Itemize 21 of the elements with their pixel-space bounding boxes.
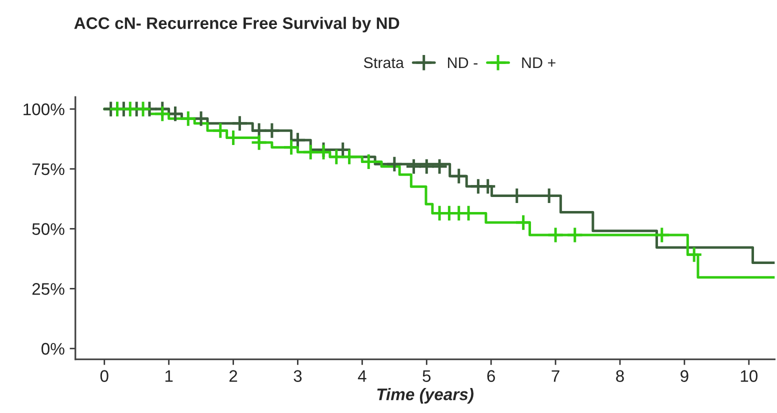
x-tick-label: 9 bbox=[680, 370, 688, 382]
legend-title: Strata bbox=[364, 57, 404, 68]
legend-label: ND + bbox=[522, 57, 556, 68]
x-tick-label: 4 bbox=[358, 370, 366, 382]
x-axis-title: Time (years) bbox=[377, 388, 474, 404]
x-tick-label: 2 bbox=[229, 370, 238, 382]
x-tick-label: 1 bbox=[165, 370, 173, 382]
y-tick-label: 50% bbox=[32, 223, 64, 235]
legend-label: ND - bbox=[448, 57, 478, 68]
x-tick-label: 8 bbox=[616, 370, 624, 382]
y-tick-label: 75% bbox=[32, 163, 64, 176]
x-tick-label: 10 bbox=[740, 370, 758, 382]
x-tick-label: 0 bbox=[100, 370, 108, 382]
x-tick-label: 5 bbox=[422, 370, 431, 382]
x-tick-label: 3 bbox=[294, 370, 302, 382]
y-tick-label: 100% bbox=[24, 103, 64, 116]
y-tick-label: 25% bbox=[32, 283, 64, 295]
x-tick-label: 7 bbox=[552, 370, 560, 382]
chart-title: ACC cN- Recurrence Free Survival by ND bbox=[74, 16, 400, 32]
y-tick-label: 0% bbox=[42, 342, 64, 355]
x-tick-label: 6 bbox=[487, 370, 495, 382]
